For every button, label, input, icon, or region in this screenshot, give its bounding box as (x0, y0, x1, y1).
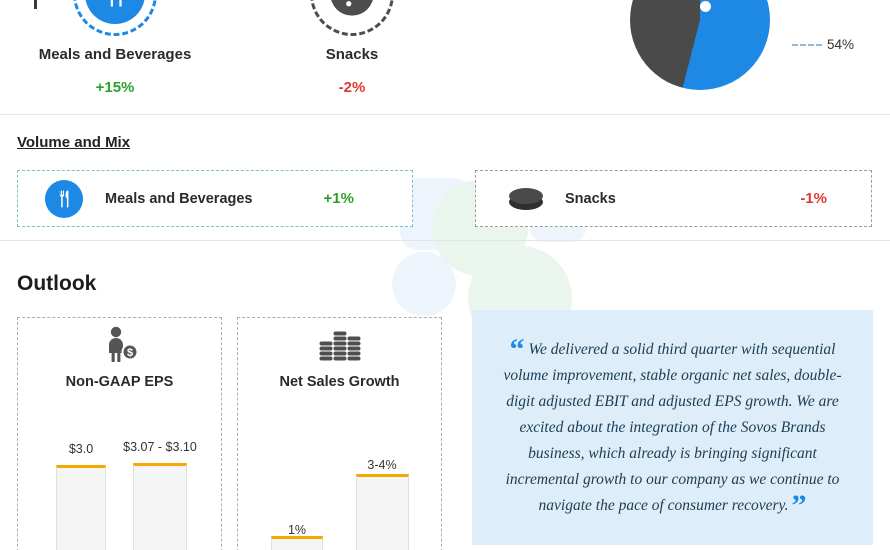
volume-mix-snacks-card: Snacks -1% (475, 170, 872, 227)
quote-body: We delivered a solid third quarter with … (503, 340, 842, 514)
net-sales-bar2 (356, 474, 409, 550)
pie-center-dot (700, 1, 711, 12)
eps-bar2 (133, 463, 187, 550)
utensils-icon (85, 0, 145, 24)
coin-stacks-icon (238, 325, 441, 363)
outlook-heading: Outlook (17, 272, 97, 295)
net-sales-bar2-label: 3-4% (367, 458, 397, 472)
pie-percentage-label: 54% (827, 37, 855, 52)
meals-segment-change: +15% (95, 79, 135, 96)
meals-segment-label: Meals and Beverages (38, 46, 192, 63)
section-divider (0, 114, 890, 115)
net-sales-outlook-card: Net Sales Growth 1% 3-4% (237, 317, 442, 550)
eps-bar1 (56, 465, 106, 550)
eps-bar1-label: $3.0 (68, 442, 94, 456)
net-sales-card-title: Net Sales Growth (279, 374, 400, 390)
close-quote-icon: ” (791, 488, 807, 522)
snacks-segment-label: Snacks (325, 46, 379, 63)
eps-outlook-card: $ Non-GAAP EPS $3.0 $3.07 - $3.10 (17, 317, 222, 550)
volume-mix-snacks-label: Snacks (565, 190, 616, 207)
ceo-quote-box: “We delivered a solid third quarter with… (472, 310, 873, 545)
section-divider (0, 240, 890, 241)
quote-text: “We delivered a solid third quarter with… (498, 334, 847, 522)
eps-bar2-label: $3.07 - $3.10 (123, 440, 197, 454)
person-dollar-icon: $ (18, 325, 221, 365)
snack-puck-icon (509, 187, 543, 210)
pie-chart (630, 0, 770, 90)
net-sales-bar1 (271, 536, 323, 550)
svg-text:$: $ (126, 347, 132, 359)
utensils-icon (45, 179, 83, 218)
eps-card-title: Non-GAAP EPS (65, 374, 174, 390)
snacks-segment-change: -2% (338, 79, 366, 96)
volume-mix-meals-card: Meals and Beverages +1% (17, 170, 413, 227)
volume-mix-heading: Volume and Mix (17, 134, 131, 151)
cookie-icon (326, 0, 378, 20)
open-quote-icon: “ (509, 332, 525, 366)
meals-segment-icon (73, 0, 157, 36)
cutoff-edge-mark (34, 0, 37, 9)
net-sales-bar1-label: 1% (287, 523, 307, 537)
volume-mix-snacks-change: -1% (800, 190, 827, 207)
watermark-shape (392, 252, 456, 316)
pie-leader-line (792, 44, 822, 46)
snacks-segment-icon (310, 0, 394, 36)
volume-mix-meals-change: +1% (323, 190, 354, 207)
volume-mix-meals-label: Meals and Beverages (105, 190, 253, 207)
